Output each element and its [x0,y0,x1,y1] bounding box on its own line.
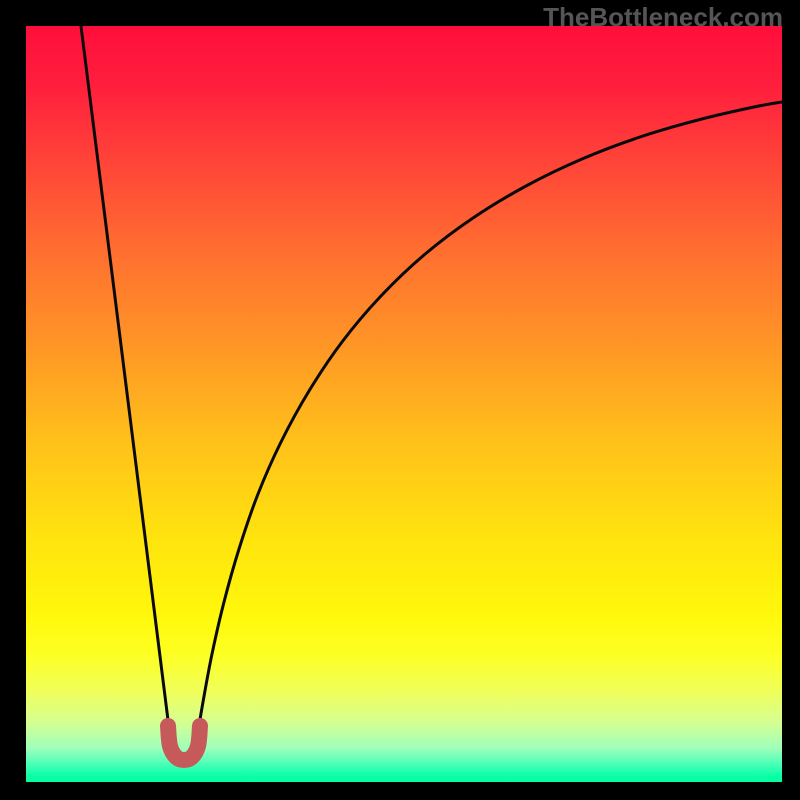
watermark-text: TheBottleneck.com [543,2,783,33]
gradient-background [26,26,782,782]
plot-svg [26,26,782,782]
plot-frame [26,26,782,782]
